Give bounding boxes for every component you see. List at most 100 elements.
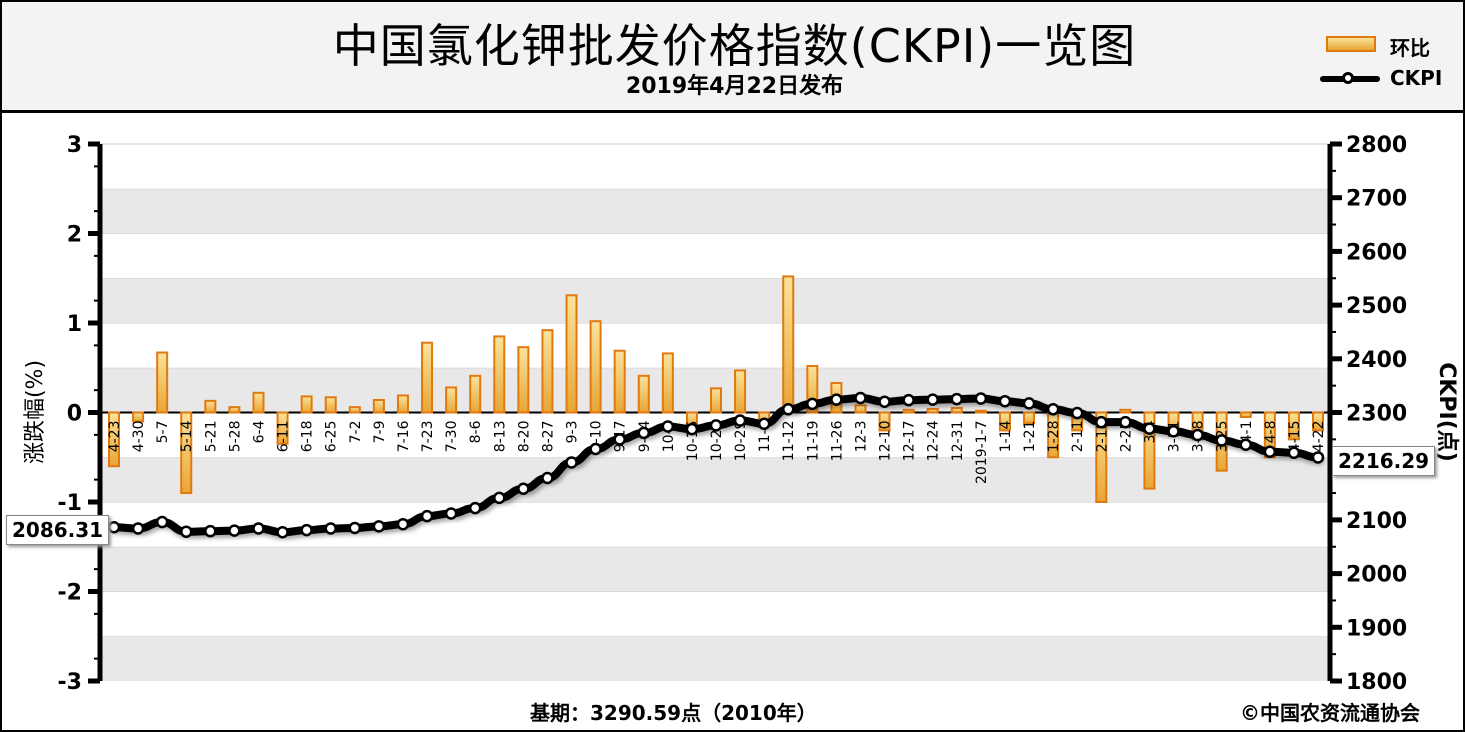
grid-band — [100, 502, 1330, 547]
x-tick-label: 6-25 — [324, 421, 340, 453]
ckpi-point — [252, 522, 265, 535]
ckpi-point — [1119, 415, 1132, 429]
chart-subtitle: 2019年4月22日发布 — [625, 74, 844, 99]
ckpi-point — [107, 521, 121, 534]
bar — [300, 395, 313, 414]
bar — [782, 275, 795, 414]
bar — [1143, 411, 1156, 490]
x-tick-label: 11-19 — [805, 421, 821, 462]
grid-band — [100, 144, 1330, 189]
bar — [228, 406, 241, 414]
ckpi-point — [1311, 451, 1325, 464]
ckpi-point — [1095, 415, 1108, 429]
bar — [493, 335, 506, 414]
base-period-note: 基期：3290.59点（2010年） — [530, 701, 817, 725]
bar — [1023, 411, 1036, 425]
ckpi-point — [396, 517, 410, 531]
ckpi-point — [155, 515, 169, 529]
bar — [204, 399, 217, 414]
chart-title: 中国氯化钾批发价格指数(CKPI)一览图 — [332, 19, 1137, 73]
bar — [252, 391, 265, 414]
legend-line-marker — [1342, 72, 1354, 84]
legend-item-bar: 环比 — [1320, 32, 1460, 60]
ckpi-point — [1022, 397, 1036, 410]
bar — [637, 374, 650, 414]
y-axis-left-tick-label: -3 — [58, 670, 82, 695]
y-axis-right-tick-label: 2600 — [1346, 240, 1407, 265]
grid-band — [100, 188, 1330, 234]
y-axis-left-label: 涨跌幅(%) — [23, 360, 48, 464]
grid-band — [100, 546, 1330, 592]
ckpi-point — [950, 392, 964, 406]
x-tick-label: 4-22 — [1311, 421, 1327, 453]
x-tick-label: 1-14 — [998, 420, 1014, 452]
ckpi-point — [806, 397, 819, 411]
bar — [445, 386, 458, 414]
x-tick-label: 1-21 — [1022, 421, 1038, 453]
ckpi-point — [854, 391, 867, 405]
ckpi-point — [468, 501, 482, 515]
chart-header: 中国氯化钾批发价格指数(CKPI)一览图 2019年4月22日发布 环比 CKP… — [2, 2, 1463, 113]
ckpi-point — [878, 395, 891, 409]
bar — [854, 404, 867, 414]
ckpi-point — [420, 509, 434, 523]
x-tick-label: 4-15 — [1287, 421, 1303, 453]
x-tick-label: 6-4 — [251, 420, 267, 443]
bar — [710, 387, 722, 414]
x-tick-label: 10-29 — [733, 421, 749, 462]
bar — [276, 411, 289, 445]
y-axis-right-tick-label: 2000 — [1346, 563, 1407, 588]
grid-band — [100, 323, 1330, 368]
bar — [1119, 408, 1132, 414]
x-tick-label: 12-31 — [950, 421, 966, 462]
x-tick-label: 7-2 — [348, 421, 364, 444]
x-tick-label: 4-30 — [131, 421, 147, 453]
y-axis-left-tick-label: -1 — [58, 491, 82, 516]
ckpi-point — [781, 403, 795, 416]
y-axis-right-tick-label: 2400 — [1346, 348, 1407, 373]
x-tick-label: 7-23 — [420, 421, 436, 453]
ckpi-point — [1167, 425, 1180, 438]
ckpi-point — [1046, 403, 1060, 416]
bar — [902, 408, 915, 414]
bar — [974, 409, 987, 414]
y-axis-right-tick-label: 2800 — [1346, 133, 1407, 158]
x-tick-label: 8-20 — [516, 421, 532, 453]
y-axis-left-tick-label: 2 — [67, 223, 82, 248]
ckpi-point — [1191, 428, 1204, 442]
bar — [1287, 411, 1300, 441]
bar — [108, 411, 120, 468]
grid-band — [100, 636, 1330, 681]
y-axis-right-tick-label: 2100 — [1346, 509, 1407, 534]
ckpi-point — [685, 422, 699, 436]
end-value-callout: 2216.29 — [1332, 446, 1436, 476]
ckpi-point — [541, 471, 554, 485]
x-tick-label: 12-24 — [926, 420, 942, 461]
y-axis-left-tick-label: 1 — [67, 312, 82, 337]
x-tick-label: 11-12 — [781, 421, 797, 462]
ckpi-point — [709, 419, 723, 432]
bar — [1312, 411, 1324, 432]
bar — [998, 411, 1011, 432]
x-tick-label: 6-18 — [300, 421, 316, 453]
y-axis-right-tick-label: 2700 — [1346, 187, 1407, 212]
bar — [1239, 411, 1252, 418]
x-tick-label: 8-6 — [468, 420, 484, 443]
x-tick-label: 12-3 — [853, 421, 869, 453]
x-tick-label: 6-11 — [276, 421, 292, 453]
y-axis-right-tick-label: 1800 — [1346, 670, 1407, 695]
x-tick-label: 12-10 — [878, 421, 894, 462]
y-axis-right-tick-label: 1900 — [1346, 616, 1407, 641]
bar — [421, 341, 434, 414]
x-tick-label: 12-17 — [902, 421, 918, 462]
grid-band — [100, 457, 1330, 502]
bar — [541, 329, 554, 414]
x-tick-label: 1-28 — [1046, 421, 1062, 453]
ckpi-point — [1215, 434, 1228, 447]
bar — [950, 407, 963, 414]
bar — [926, 407, 939, 414]
ckpi-point — [637, 426, 651, 440]
bar — [132, 411, 145, 423]
bar — [156, 351, 169, 414]
bar — [734, 369, 747, 414]
